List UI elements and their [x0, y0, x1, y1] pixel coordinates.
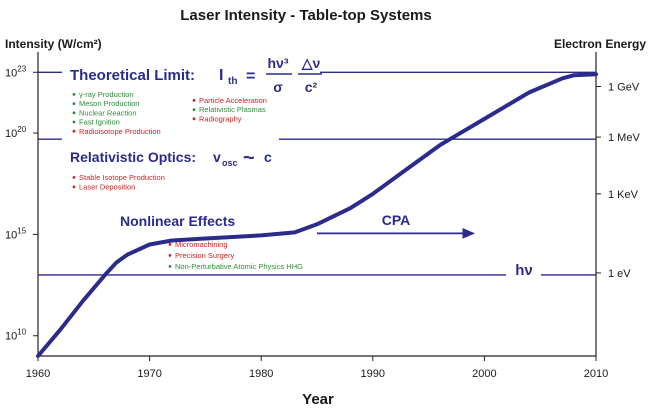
bullet-dot [192, 108, 196, 111]
hnu-label: hν [515, 262, 533, 279]
y2-tick-label: 1 MeV [608, 132, 640, 144]
bullet-dot [168, 254, 172, 257]
relativistic-optics-annotation: Relativistic Optics: v osc ~ c [70, 147, 272, 169]
annotation-list-item: Precision Surgery [175, 251, 234, 260]
y-tick-label: 1020 [5, 125, 27, 140]
annotation-list-item: Micromachining [175, 240, 228, 249]
bullet-dot [72, 185, 76, 189]
y2-tick-label: 1 eV [608, 268, 631, 280]
y-tick-label: 1015 [5, 226, 27, 241]
annotation-list-item: Fast Ignition [79, 118, 120, 127]
annotation-list-item: Meson Production [79, 99, 139, 108]
formula-sub-th: th [228, 76, 237, 87]
formula-den1: σ [273, 79, 283, 95]
x-tick-label: 1970 [137, 368, 161, 380]
formula-c: c [264, 149, 272, 165]
hlines-layer [38, 71, 596, 276]
annotation-list-item: Particle Acceleration [199, 96, 267, 105]
formula-approx: ~ [243, 147, 255, 169]
x-axis-title: Year [302, 391, 334, 408]
annotation-list-item: Radiography [199, 114, 242, 123]
bullet-dot [72, 93, 76, 96]
x-tick-label: 1960 [26, 368, 50, 380]
y-axis-title: Intensity (W/cm²) [5, 37, 102, 51]
annotation-list-item: Radioisotope Production [79, 127, 161, 136]
bullet-dot [192, 117, 196, 121]
bullet-dot [168, 243, 172, 246]
annotation-list-item: Relativistic Plasmas [199, 105, 266, 114]
cpa-label: CPA [382, 212, 411, 228]
formula-v: v [213, 149, 221, 165]
y2-axis-title: Electron Energy [554, 37, 646, 51]
x-tick-label: 1980 [249, 368, 273, 380]
bullet-dot [72, 102, 76, 105]
nonlinear-effects-label: Nonlinear Effects [120, 213, 235, 229]
annotation-list-item: Stable Isotope Production [79, 173, 165, 182]
theoretical-limit-annotation: Theoretical Limit: I th = hν³ σ △ν c² [70, 55, 322, 95]
formula-num2: △ν [301, 55, 321, 71]
y2-tick-label: 1 GeV [608, 81, 640, 93]
bullet-dot [72, 129, 76, 133]
formula-equals: = [246, 68, 255, 85]
annotation-list-item: γ-ray Production [79, 90, 134, 99]
relativistic-optics-label: Relativistic Optics: [70, 149, 196, 165]
formula-num1: hν³ [268, 55, 289, 71]
bullet-dot [72, 176, 76, 179]
theoretical-limit-label: Theoretical Limit: [70, 67, 195, 84]
formula-sub-osc: osc [222, 158, 238, 168]
annotation-list-item: Nuclear Reaction [79, 108, 137, 117]
ticks-layer: 1960 1970 1980 1990 2000 2010 1023 1020 1015 1010… [5, 64, 640, 380]
y2-tick-label: 1 KeV [608, 189, 639, 201]
bullet-dot [168, 265, 172, 268]
intensity-curve [36, 72, 598, 358]
annotation-list-item: Laser Deposition [79, 183, 135, 192]
formula-den2: c² [305, 79, 318, 95]
bullet-dot [192, 99, 196, 102]
x-tick-label: 2010 [584, 368, 608, 380]
x-tick-label: 1990 [361, 368, 385, 380]
annotation-list-item: Non-Perturbative Atomic Physics HHG [175, 262, 303, 271]
chart-title: Laser Intensity - Table-top Systems [180, 7, 431, 24]
bullet-dot [72, 111, 76, 115]
y-tick-label: 1010 [5, 328, 27, 343]
bullet-dot [72, 120, 76, 124]
y-tick-label: 1023 [5, 64, 27, 79]
x-tick-label: 2000 [472, 368, 496, 380]
formula-i: I [219, 67, 223, 84]
